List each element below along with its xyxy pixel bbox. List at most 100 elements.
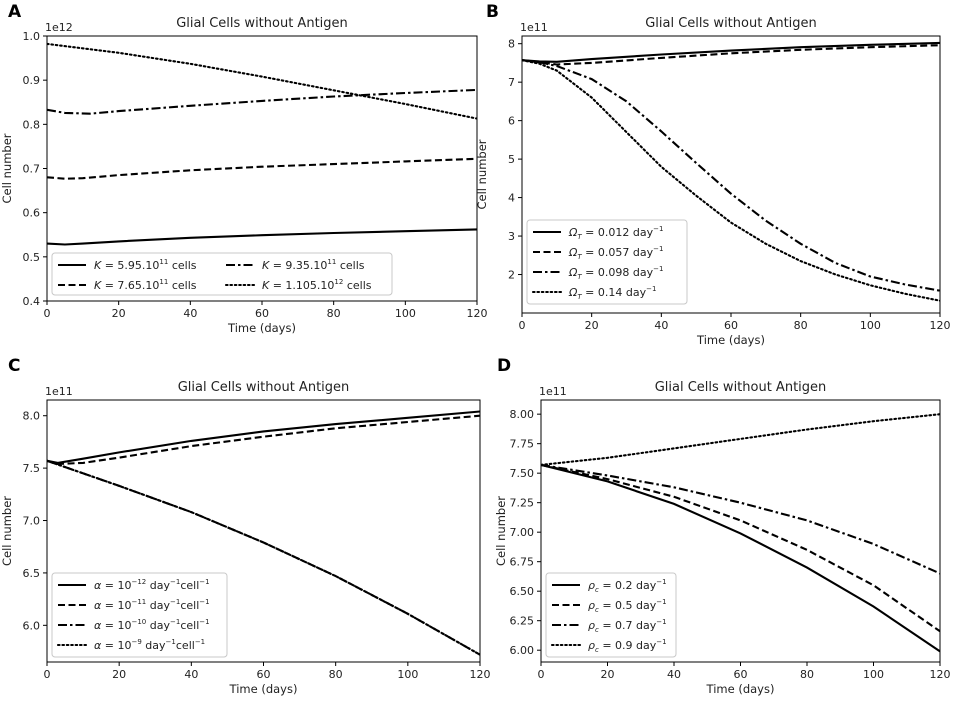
x-tick-label: 60 bbox=[724, 319, 738, 332]
legend-symbol: K bbox=[94, 259, 102, 272]
legend-box bbox=[526, 219, 688, 305]
legend-subscript: c bbox=[595, 626, 599, 634]
x-tick-label: 20 bbox=[112, 307, 126, 320]
x-tick-label: 20 bbox=[585, 319, 599, 332]
legend-box bbox=[51, 572, 228, 658]
legend-label: α = 10−10 day−1cell−1 bbox=[94, 618, 210, 632]
series-line-2 bbox=[522, 44, 940, 66]
legend-label: ΩT = 0.057 day−1 bbox=[568, 245, 663, 261]
series-line-3 bbox=[522, 59, 940, 292]
legend-text: day bbox=[146, 619, 170, 632]
y-tick-label: 6 bbox=[508, 115, 515, 128]
legend-text: = 0.14 day bbox=[582, 286, 647, 299]
legend-label: ρc = 0.7 day−1 bbox=[588, 618, 667, 634]
legend-label: ΩT = 0.098 day−1 bbox=[568, 265, 663, 281]
legend-superscript: 11 bbox=[159, 278, 168, 286]
legend-text: cells bbox=[168, 279, 196, 292]
legend-superscript: −1 bbox=[656, 638, 666, 646]
series-line-3 bbox=[47, 88, 477, 115]
legend-subscript: T bbox=[577, 253, 582, 261]
legend-superscript: 11 bbox=[159, 258, 168, 266]
legend-text: = 5.95.10 bbox=[101, 259, 159, 272]
x-tick-label: 120 bbox=[930, 319, 951, 332]
legend-text: = 0.2 day bbox=[599, 579, 657, 592]
y-tick-label: 0.8 bbox=[23, 118, 41, 131]
x-tick-label: 60 bbox=[255, 307, 269, 320]
legend-text: = 10 bbox=[101, 599, 131, 612]
legend-subscript: T bbox=[577, 293, 582, 301]
legend: α = 10−12 day−1cell−1 α = 10−11 day−1cell… bbox=[51, 572, 228, 658]
legend-text: = 10 bbox=[101, 619, 131, 632]
legend-subscript: c bbox=[595, 646, 599, 654]
y-tick-label: 6.50 bbox=[510, 585, 535, 598]
y-tick-label: 6.00 bbox=[510, 644, 535, 657]
legend-superscript: −1 bbox=[653, 245, 663, 253]
y-tick-label: 0.7 bbox=[23, 163, 41, 176]
x-tick-label: 100 bbox=[397, 668, 418, 681]
legend-superscript: −1 bbox=[656, 598, 666, 606]
legend-text: = 0.9 day bbox=[599, 639, 657, 652]
legend-superscript: −1 bbox=[653, 265, 663, 273]
legend-text: = 9.35.10 bbox=[269, 259, 327, 272]
legend-superscript: −9 bbox=[131, 638, 141, 646]
legend-subscript: c bbox=[595, 586, 599, 594]
legend-text: cell bbox=[180, 599, 199, 612]
y-tick-label: 3 bbox=[508, 230, 515, 243]
legend-label: K = 7.65.1011 cells bbox=[94, 278, 197, 292]
legend-symbol: α bbox=[94, 579, 102, 592]
panel-d: D Glial Cells without Antigen 1e11 0 20 40 60 8… bbox=[494, 356, 951, 696]
legend-label: α = 10−11 day−1cell−1 bbox=[94, 598, 210, 612]
legend-label: α = 10−12 day−1cell−1 bbox=[94, 578, 210, 592]
y-axis-label: Cell number bbox=[475, 139, 489, 209]
x-tick-label: 100 bbox=[860, 319, 881, 332]
y-tick-label: 7.0 bbox=[23, 515, 41, 528]
legend-subscript: c bbox=[595, 606, 599, 614]
legend-subscript: T bbox=[577, 233, 582, 241]
legend-symbol: Ω bbox=[568, 226, 578, 239]
y-tick-label: 0.9 bbox=[23, 74, 41, 87]
legend-label: ρc = 0.9 day−1 bbox=[588, 638, 667, 654]
x-tick-label: 80 bbox=[800, 668, 814, 681]
y-tick-label: 7.75 bbox=[510, 438, 535, 451]
y-tick-label: 6.75 bbox=[510, 556, 535, 569]
legend-symbol: ρ bbox=[588, 599, 595, 612]
x-tick-label: 120 bbox=[470, 668, 491, 681]
y-tick-label: 8 bbox=[508, 38, 515, 51]
y-tick-label: 5 bbox=[508, 153, 515, 166]
legend-text: = 1.105.10 bbox=[269, 279, 334, 292]
legend-symbol: α bbox=[94, 619, 102, 632]
legend-symbol: α bbox=[94, 639, 102, 652]
x-tick-label: 100 bbox=[863, 668, 884, 681]
x-tick-label: 20 bbox=[601, 668, 615, 681]
x-axis-label: Time (days) bbox=[696, 333, 765, 347]
legend-superscript: −1 bbox=[170, 578, 180, 586]
x-tick-label: 120 bbox=[467, 307, 488, 320]
legend-symbol: K bbox=[262, 279, 270, 292]
legend-text: cells bbox=[343, 279, 371, 292]
legend-text: cells bbox=[336, 259, 364, 272]
legend-text: = 0.7 day bbox=[599, 619, 657, 632]
legend-symbol: Ω bbox=[568, 286, 578, 299]
y-tick-label: 2 bbox=[508, 269, 515, 282]
legend-text: = 0.012 day bbox=[582, 226, 654, 239]
x-tick-label: 80 bbox=[329, 668, 343, 681]
chart-title: Glial Cells without Antigen bbox=[178, 380, 350, 395]
y-tick-label: 6.5 bbox=[23, 567, 41, 580]
legend-label: ΩT = 0.14 day−1 bbox=[568, 285, 656, 301]
axis-scale-label: 1e11 bbox=[539, 385, 567, 398]
series-line-2 bbox=[47, 414, 480, 465]
series-line-1 bbox=[47, 410, 480, 464]
y-tick-label: 4 bbox=[508, 192, 515, 205]
y-tick-label: 7.25 bbox=[510, 497, 535, 510]
legend-symbol: α bbox=[94, 599, 102, 612]
legend: ρc = 0.2 day−1ρc = 0.5 day−1ρc = 0.7 day… bbox=[545, 572, 677, 658]
panel-b: B Glial Cells without Antigen 1e11 0 20 40 60 8… bbox=[475, 2, 951, 347]
x-tick-label: 60 bbox=[734, 668, 748, 681]
legend-text: cell bbox=[180, 619, 199, 632]
series-line-1 bbox=[522, 41, 940, 63]
legend-symbol: ρ bbox=[588, 579, 595, 592]
y-tick-label: 8.00 bbox=[510, 408, 535, 421]
y-tick-label: 7.5 bbox=[23, 462, 41, 475]
legend-text: = 7.65.10 bbox=[101, 279, 159, 292]
x-tick-label: 0 bbox=[44, 307, 51, 320]
